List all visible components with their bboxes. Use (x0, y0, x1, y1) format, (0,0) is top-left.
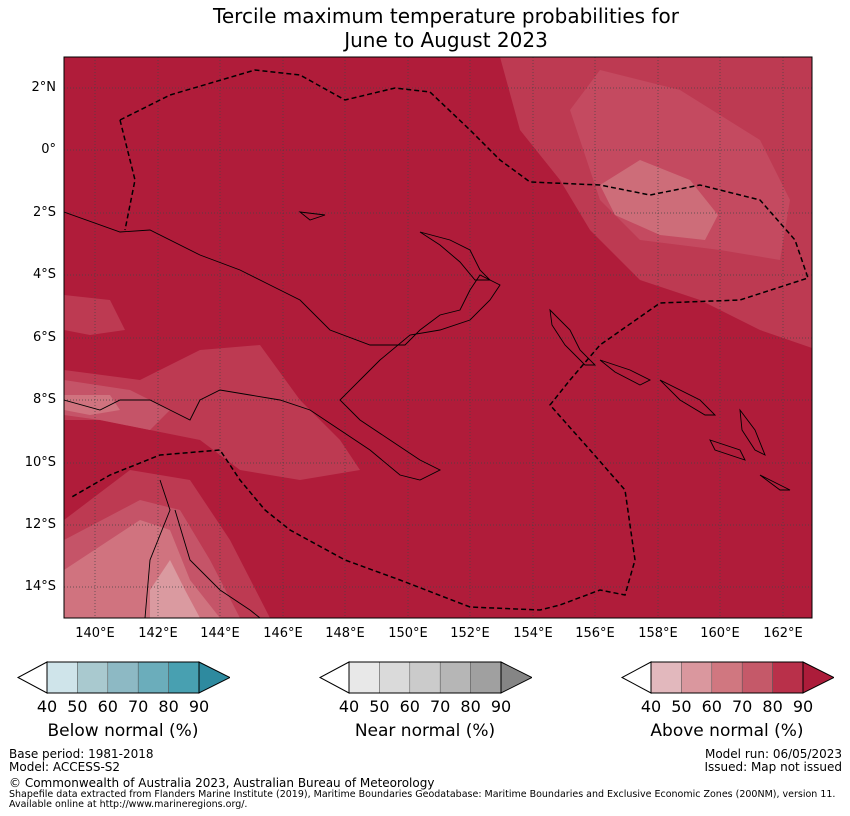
colorbar-tick-label: 60 (399, 697, 420, 716)
colorbar-tick-label: 70 (430, 697, 451, 716)
colorbar-segment (650, 661, 682, 694)
colorbar-under-triangle (620, 661, 652, 694)
colorbar-under-triangle (16, 661, 48, 694)
x-tick-label: 158°E (638, 626, 678, 641)
colorbar-tick-label: 90 (792, 697, 814, 716)
colorbar-title: Above normal (%) (650, 721, 804, 741)
region-80-90-west (64, 295, 125, 335)
footer-left: Base period: 1981-2018 Model: ACCESS-S2 (9, 748, 154, 774)
colorbar-tick-label: 80 (460, 697, 481, 716)
colorbar-tick-label: 70 (128, 697, 149, 716)
x-tick-label: 148°E (325, 626, 365, 641)
colorbar-tick-label: 90 (490, 697, 512, 716)
colorbar-title: Near normal (%) (354, 721, 496, 741)
colorbar-segment (137, 661, 169, 694)
y-tick-label: 2°S (32, 205, 56, 220)
x-tick-label: 152°E (450, 626, 490, 641)
x-tick-label: 156°E (575, 626, 615, 641)
colorbar-segment (46, 661, 78, 694)
title-line-1: Tercile maximum temperature probabilitie… (213, 4, 679, 28)
colorbar-tick-label: 40 (640, 697, 662, 716)
colorbar-outline (650, 661, 804, 694)
y-tick-label: 14°S (24, 579, 56, 594)
y-tick-label: 6°S (32, 330, 56, 345)
shapefile-credit: Shapefile data extracted from Flanders M… (9, 789, 836, 800)
colorbar-segment (168, 661, 200, 694)
colorbar-title: Below normal (%) (47, 721, 199, 741)
base-period: Base period: 1981-2018 (9, 747, 154, 761)
colorbar-segment (681, 661, 713, 694)
colorbar-tick-label: 60 (701, 697, 722, 716)
colorbar-over-triangle (198, 661, 230, 694)
colorbar-tick-label: 50 (671, 697, 692, 716)
eez-boundary (69, 69, 809, 611)
colorbar-tick-label: 50 (369, 697, 390, 716)
y-tick-label: 8°S (32, 392, 56, 407)
colorbar-tick-label: 80 (158, 697, 179, 716)
colorbar-under-triangle (318, 661, 350, 694)
colorbar-segment (348, 661, 380, 694)
colorbar-above-normal: 40 50 60 70 80 90 Above normal (%) (620, 660, 834, 741)
x-tick-label: 140°E (75, 626, 115, 641)
eez-boundary-west (119, 119, 136, 231)
copyright: © Commonwealth of Australia 2023, Austra… (9, 776, 435, 790)
colorbar-segment (741, 661, 773, 694)
colorbar-segment (409, 661, 441, 694)
colorbar-segment (470, 661, 502, 694)
colorbar-tick-label: 60 (97, 697, 118, 716)
x-tick-label: 146°E (263, 626, 303, 641)
colorbar-tick-label: 50 (67, 697, 88, 716)
map-frame (63, 56, 813, 619)
x-tick-label: 154°E (513, 626, 553, 641)
footer-right: Model run: 06/05/2023 Issued: Map not is… (704, 748, 842, 774)
colorbar-near-normal: 40 50 60 70 80 90 Near normal (%) (318, 660, 532, 741)
colorbar-tick-label: 80 (762, 697, 783, 716)
x-tick-label: 162°E (763, 626, 803, 641)
x-tick-label: 142°E (138, 626, 178, 641)
colorbar-over-triangle (802, 661, 834, 694)
colorbar-segment (107, 661, 139, 694)
colorbar-tick-label: 70 (732, 697, 753, 716)
colorbar-segment (77, 661, 109, 694)
colorbar-below-normal: 40 50 60 70 80 90 Below normal (%) (16, 660, 230, 741)
y-tick-label: 12°S (24, 517, 56, 532)
shapefile-url: Available online at http://www.marinereg… (9, 799, 248, 810)
colorbar-over-triangle (500, 661, 532, 694)
x-tick-label: 160°E (700, 626, 740, 641)
x-tick-label: 150°E (388, 626, 428, 641)
y-tick-label: 0° (41, 142, 56, 157)
attribution: Shapefile data extracted from Flanders M… (9, 790, 835, 810)
colorbar-tick-label: 90 (188, 697, 210, 716)
colorbar-outline (46, 661, 200, 694)
colorbar-segment (439, 661, 471, 694)
region-50-60-australia (150, 560, 200, 618)
title-line-2: June to August 2023 (344, 28, 548, 52)
colorbar-tick-label: 40 (338, 697, 360, 716)
x-tick-label: 144°E (200, 626, 240, 641)
colorbar-segment (711, 661, 743, 694)
region-60-70-east (600, 160, 718, 240)
probability-map (63, 56, 813, 619)
y-tick-label: 2°N (31, 80, 57, 95)
coastlines (64, 211, 791, 618)
y-tick-label: 4°S (32, 267, 56, 282)
colorbar-tick-label: 40 (36, 697, 58, 716)
chart-title: Tercile maximum temperature probabilitie… (0, 4, 850, 52)
colorbar-segment (379, 661, 411, 694)
model-name: Model: ACCESS-S2 (9, 760, 121, 774)
colorbar-outline (348, 661, 502, 694)
model-run: Model run: 06/05/2023 (704, 747, 842, 761)
colorbar-segment (772, 661, 804, 694)
issued-status: Issued: Map not issued (704, 760, 842, 774)
region-70-80-png (64, 380, 170, 430)
y-tick-label: 10°S (24, 455, 56, 470)
region-80-90-png (64, 345, 360, 480)
